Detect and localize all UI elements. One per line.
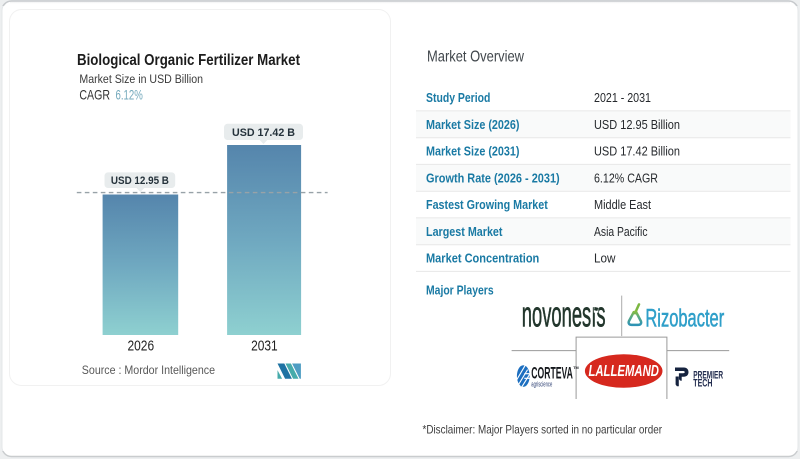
svg-text:2031: 2031 [251, 338, 278, 354]
svg-text:Market Size (2031): Market Size (2031) [426, 145, 520, 159]
svg-text:CAGR: CAGR [79, 88, 110, 103]
svg-text:2021 - 2031: 2021 - 2031 [594, 90, 651, 105]
svg-text:USD 12.95 Billion: USD 12.95 Billion [594, 117, 680, 132]
svg-text:Source : Mordor Intelligence: Source : Mordor Intelligence [82, 363, 215, 377]
svg-text:LALLEMAND: LALLEMAND [588, 363, 659, 380]
svg-text:novonesıs: novonesıs [522, 294, 606, 335]
svg-text:Largest Market: Largest Market [426, 225, 503, 239]
svg-text:Major Players: Major Players [426, 284, 494, 298]
svg-text:Low: Low [594, 251, 616, 266]
svg-text:USD 12.95 B: USD 12.95 B [111, 175, 169, 187]
svg-text:Market Size in USD Billion: Market Size in USD Billion [79, 72, 203, 86]
svg-text:PREMIER: PREMIER [693, 370, 723, 382]
svg-text:*Disclaimer: Major Players sor: *Disclaimer: Major Players sorted in no … [423, 423, 663, 436]
svg-text:6.12% CAGR: 6.12% CAGR [594, 170, 658, 185]
svg-text:TM: TM [573, 366, 578, 370]
svg-text:Growth Rate (2026 - 2031): Growth Rate (2026 - 2031) [426, 171, 560, 185]
svg-text:Middle East: Middle East [594, 197, 651, 212]
svg-text:Study Period: Study Period [426, 91, 490, 105]
svg-text:6.12%: 6.12% [116, 88, 143, 103]
svg-text:2026: 2026 [128, 338, 155, 354]
svg-text:agriscience: agriscience [531, 379, 552, 388]
svg-text:USD 17.42 Billion: USD 17.42 Billion [594, 144, 680, 159]
svg-text:Fastest Growing Market: Fastest Growing Market [426, 198, 548, 212]
svg-text:Market Concentration: Market Concentration [426, 252, 539, 266]
svg-text:Asia Pacific: Asia Pacific [594, 224, 648, 239]
svg-text:Biological Organic Fertilizer: Biological Organic Fertilizer Market [77, 52, 300, 69]
svg-text:TECH: TECH [693, 378, 712, 390]
svg-text:CORTEVA: CORTEVA [531, 364, 573, 382]
svg-text:Market Size (2026): Market Size (2026) [426, 118, 520, 132]
svg-text:USD 17.42 B: USD 17.42 B [232, 127, 295, 139]
svg-text:Rizobacter: Rizobacter [645, 304, 724, 332]
svg-text:Market Overview: Market Overview [427, 48, 524, 65]
